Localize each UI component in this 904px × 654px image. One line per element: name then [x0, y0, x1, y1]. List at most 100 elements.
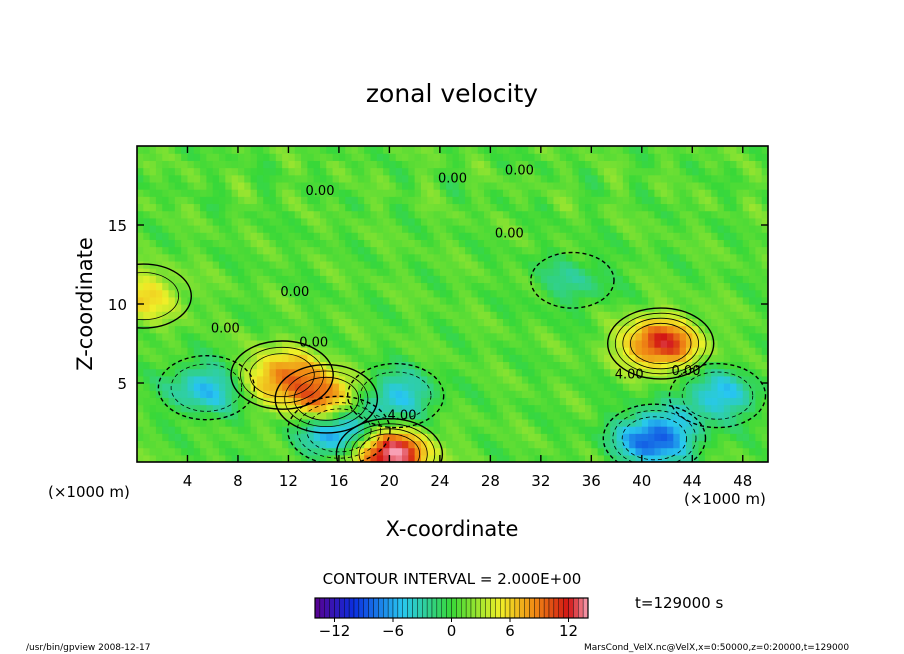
x-tick-label-4: 4: [183, 472, 193, 490]
contour-ring-3-2: [240, 346, 325, 404]
x-unit-left: (×1000 m): [48, 483, 130, 501]
x-tick-label-44: 44: [683, 472, 702, 490]
colorbar-segment-18: [402, 597, 408, 619]
y-tick-label-15: 15: [108, 217, 127, 235]
contour-ring-2-2: [284, 370, 369, 427]
colorbar-segment-25: [436, 597, 442, 619]
colorbar-segment-7: [348, 597, 355, 619]
contour-ring-1-3: [622, 317, 699, 370]
x-tick-label-12: 12: [279, 472, 298, 490]
colorbar-segment-5: [339, 597, 345, 619]
colorbar-segment-55: [582, 597, 589, 619]
colorbar-segment-11: [368, 597, 374, 619]
colorbar-segment-12: [373, 597, 379, 619]
contour-label-7: 4.00: [615, 367, 644, 382]
contour-ring-1-4: [630, 322, 692, 365]
x-unit-right: (×1000 m): [684, 490, 766, 508]
colorbar-tick-label-0: −12: [319, 622, 351, 640]
colorbar-segment-40: [509, 597, 516, 619]
x-tick-label-16: 16: [329, 472, 348, 490]
contour-ring-10-1: [530, 251, 615, 309]
colorbar-segment-27: [446, 597, 452, 619]
colorbar: [314, 597, 589, 619]
contour-ring-1-2: [614, 312, 707, 375]
x-tick-label-24: 24: [430, 472, 449, 490]
colorbar-segment-19: [407, 597, 413, 619]
contour-ring-0-1: [335, 418, 444, 462]
velocity-field: [137, 146, 768, 462]
colorbar-segment-41: [514, 597, 520, 619]
footer-right: MarsCond_VelX.nc@VelX,x=0:50000,z=0:2000…: [584, 643, 849, 653]
colorbar-segment-50: [558, 597, 564, 619]
contour-ring-2-3: [293, 376, 359, 421]
colorbar-segment-39: [504, 597, 511, 619]
x-tick-label-40: 40: [632, 472, 651, 490]
colorbar-segment-42: [519, 597, 525, 619]
colorbar-segment-28: [451, 597, 457, 619]
colorbar-segment-22: [422, 597, 428, 619]
time-label: t=129000 s: [635, 594, 723, 612]
colorbar-segment-38: [500, 597, 506, 619]
colorbar-segment-30: [461, 597, 467, 619]
colorbar-segment-21: [417, 597, 423, 619]
x-tick-label-48: 48: [733, 472, 752, 490]
contour-ring-6-1: [287, 395, 391, 462]
colorbar-tick-label-4: 12: [559, 622, 578, 640]
chart-title: zonal velocity: [366, 79, 538, 108]
colorbar-segment-23: [426, 597, 433, 619]
colorbar-segment-44: [529, 597, 535, 619]
colorbar-segment-9: [358, 597, 364, 619]
contour-ring-5-2: [612, 410, 697, 462]
colorbar-tick-label-3: 6: [505, 622, 515, 640]
contour-labels: 0.00 0.00 0.00 0.00 0.00 0.00 0.00 4.00 0.00 4.00: [211, 163, 701, 423]
colorbar-segment-46: [539, 597, 545, 619]
contour-ring-9-1: [668, 362, 767, 429]
colorbar-segment-4: [334, 597, 340, 619]
colorbar-segment-35: [485, 597, 491, 619]
x-tick-label-28: 28: [481, 472, 500, 490]
colorbar-segment-15: [387, 597, 394, 619]
x-tick-label-8: 8: [233, 472, 243, 490]
colorbar-tick-label-2: 0: [447, 622, 457, 640]
y-axis-label: Z-coordinate: [73, 237, 97, 371]
contour-lines: [137, 251, 767, 462]
contour-ring-4-1: [137, 263, 192, 329]
colorbar-segment-49: [553, 597, 559, 619]
colorbar-segment-47: [543, 597, 550, 619]
x-tick-label-36: 36: [582, 472, 601, 490]
contour-ring-8-2: [170, 363, 243, 412]
contour-ring-2-1: [274, 363, 379, 434]
colorbar-segment-29: [456, 597, 462, 619]
colorbar-segment-26: [441, 597, 447, 619]
contour-interval: CONTOUR INTERVAL = 2.000E+00: [323, 570, 582, 588]
contour-ring-7-1: [347, 362, 445, 429]
contour-label-4: 0.00: [280, 285, 309, 300]
x-tick-label-32: 32: [531, 472, 550, 490]
contour-ring-4-2: [137, 272, 179, 321]
x-axis-ticks: 4 8 12 16 20 24 28 32 36 40 44 48: [183, 146, 752, 490]
colorbar-segment-20: [412, 597, 418, 619]
y-axis-ticks: 5 10 15: [108, 217, 768, 393]
colorbar-segment-3: [329, 597, 335, 619]
contour-label-5: 0.00: [211, 321, 240, 336]
contour-label-2: 0.00: [306, 184, 335, 199]
colorbar-segment-48: [548, 597, 555, 619]
colorbar-segment-54: [578, 597, 584, 619]
colorbar-tick-label-1: −6: [382, 622, 404, 640]
contour-ring-8-1: [157, 355, 256, 421]
contour-ring-0-2: [343, 423, 436, 462]
colorbar-segment-13: [378, 597, 384, 619]
contour-label-9: 4.00: [388, 408, 417, 423]
contour-label-8: 0.00: [672, 364, 701, 379]
colorbar-segment-14: [383, 597, 389, 619]
colorbar-segment-52: [568, 597, 574, 619]
contour-ring-9-2: [681, 371, 754, 420]
colorbar-segment-16: [392, 597, 399, 619]
colorbar-segment-0: [314, 597, 321, 619]
colorbar-segment-51: [563, 597, 569, 619]
contour-label-6: 0.00: [299, 336, 328, 351]
contour-ring-6-2: [296, 402, 381, 459]
colorbar-segment-6: [344, 597, 350, 619]
colorbar-segment-8: [353, 597, 360, 619]
colorbar-segment-45: [534, 597, 540, 619]
